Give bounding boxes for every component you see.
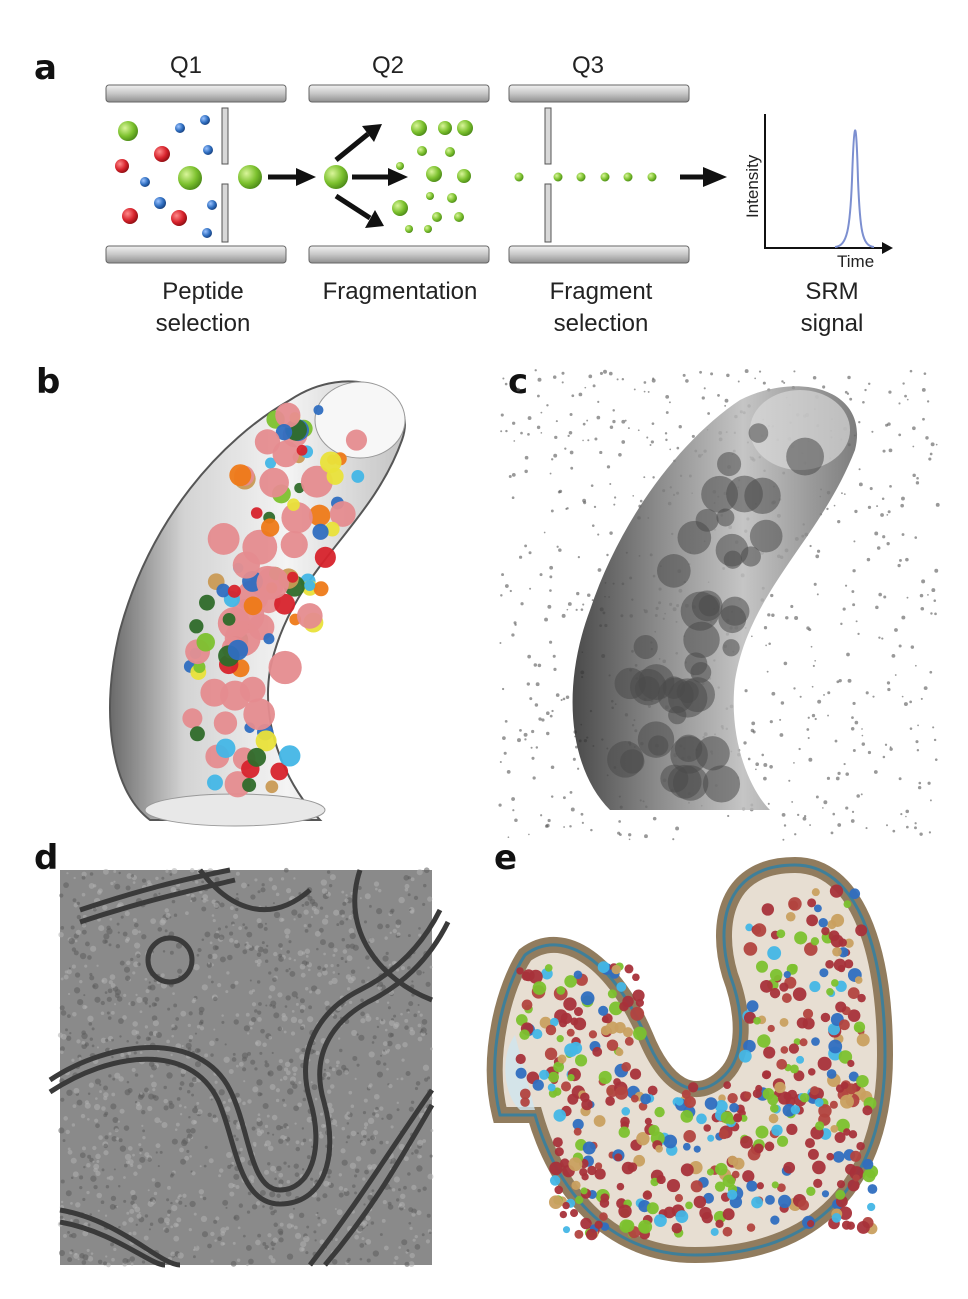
q2-fragments: [392, 120, 473, 233]
tomogram-texture: [57, 867, 434, 1268]
q3-caption: Fragment selection: [516, 276, 686, 340]
q3-label: Q3: [572, 52, 605, 79]
q1-rods: [105, 84, 287, 264]
panel-letter-c: c: [508, 362, 529, 402]
panel-letter-b: b: [36, 362, 61, 402]
q3-caption-line2: selection: [553, 310, 649, 337]
tomogram-slice: [48, 867, 451, 1268]
q3-caption-line1: Fragment: [549, 278, 653, 305]
q3-selected-fragments: [514, 172, 657, 182]
q1-caption: Peptide selection: [118, 276, 288, 340]
srm-signal-plot: Intensity Time: [743, 114, 893, 271]
y-axis-label: Intensity: [743, 154, 762, 218]
vesicle: [145, 935, 195, 985]
precursor-in-q2: [324, 165, 348, 189]
q3-rods: [508, 84, 690, 264]
q2-caption-line1: Fragmentation: [322, 278, 478, 305]
q2-caption: Fragmentation: [300, 276, 500, 308]
x-axis-label: Time: [837, 252, 874, 271]
q3-slit: [544, 107, 552, 243]
simulated-cell-crowding: [486, 856, 894, 1264]
panel-letter-a: a: [34, 48, 57, 88]
srm-caption-line1: SRM: [805, 278, 859, 305]
panel-letter-e: e: [494, 838, 518, 878]
q1-caption-line2: selection: [155, 310, 251, 337]
density-blobs: [607, 423, 824, 803]
srm-caption-line2: signal: [800, 310, 864, 337]
q1-caption-line1: Peptide: [162, 278, 244, 305]
flow-arrows: [268, 124, 727, 228]
q2-label: Q2: [372, 52, 405, 79]
q1-peptide-mixture: [115, 115, 217, 238]
membrane-outlines: [48, 867, 451, 1268]
cell-model-illustration: [109, 380, 406, 827]
cryo-et-density-map: [498, 369, 940, 841]
srm-peak: [834, 129, 875, 248]
panel-letter-d: d: [34, 838, 59, 878]
macromolecule-cluster: [182, 402, 368, 798]
selected-precursor: [238, 165, 262, 189]
srm-caption: SRM signal: [752, 276, 912, 340]
macromolecule-particles: [515, 884, 879, 1241]
quadrupole-diagram: Intensity Time: [105, 84, 893, 271]
q2-rods: [308, 84, 490, 264]
q1-label: Q1: [170, 52, 203, 79]
q1-slit: [221, 107, 229, 243]
